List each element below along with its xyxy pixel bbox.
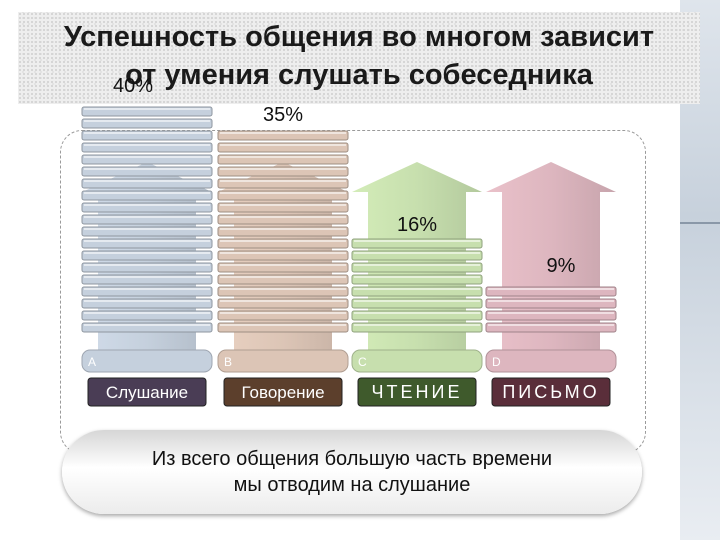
category-box-d	[491, 377, 611, 407]
letter-label-c: C	[358, 355, 367, 369]
caption-text: Из всего общения большую часть времени м…	[62, 446, 642, 498]
bar-slat-shine-c	[354, 312, 480, 314]
bar-slat-shine-a	[84, 276, 210, 278]
category-label-b: Говорение	[241, 383, 324, 402]
bar-slat-shine-b	[220, 228, 346, 230]
bar-slat-shine-a	[84, 108, 210, 110]
bar-slat-shine-a	[84, 300, 210, 302]
letter-label-d: D	[492, 355, 501, 369]
bar-slat-shine-a	[84, 132, 210, 134]
bar-slat-shine-a	[84, 312, 210, 314]
bar-slat-shine-c	[354, 264, 480, 266]
title-band	[18, 12, 700, 104]
page-title: Успешность общения во многом зависит от …	[18, 18, 700, 94]
letter-band-b	[217, 349, 349, 373]
bar-slat-shine-a	[84, 180, 210, 182]
category-box-a	[87, 377, 207, 407]
bar-slat-shine-c	[354, 300, 480, 302]
bar-slat-shine-b	[220, 264, 346, 266]
category-box-b	[223, 377, 343, 407]
bar-slat-shine-a	[84, 228, 210, 230]
bar-slat-shine-b	[220, 132, 346, 134]
letter-label-a: A	[88, 355, 96, 369]
value-label-d: 9%	[547, 255, 576, 277]
bar-slat-shine-a	[84, 192, 210, 194]
bar-slat-shine-c	[354, 252, 480, 254]
letter-label-b: B	[224, 355, 232, 369]
bar-slat-shine-c	[354, 288, 480, 290]
bar-slat-shine-b	[220, 288, 346, 290]
bar-slat-shine-a	[84, 120, 210, 122]
letter-band-c	[351, 349, 483, 373]
letter-band-d	[485, 349, 617, 373]
value-label-c: 16%	[397, 214, 437, 236]
bar-slat-shine-a	[84, 156, 210, 158]
bar-slat-shine-d	[488, 324, 614, 326]
background-divider	[680, 222, 720, 224]
caption-pill	[62, 430, 642, 514]
bar-slat-shine-c	[354, 240, 480, 242]
value-label-b: 35%	[263, 104, 303, 126]
bar-slat-shine-b	[220, 252, 346, 254]
bar-slat-shine-a	[84, 168, 210, 170]
value-label-a: 40%	[113, 75, 153, 97]
bar-slat-shine-b	[220, 204, 346, 206]
bar-slat-shine-b	[220, 300, 346, 302]
bar-slat-shine-b	[220, 156, 346, 158]
bar-slat-shine-a	[84, 324, 210, 326]
title-line-1: Успешность общения во многом зависит	[63, 21, 655, 53]
bar-slat-shine-b	[220, 168, 346, 170]
bar-slat-shine-b	[220, 180, 346, 182]
category-label-a: Слушание	[106, 383, 188, 402]
bar-slat-shine-a	[84, 216, 210, 218]
bar-slat-shine-d	[488, 312, 614, 314]
category-box-c	[357, 377, 477, 407]
bar-slat-shine-b	[220, 324, 346, 326]
caption-line-1: Из всего общения большую часть времени	[151, 448, 553, 470]
bar-slat-shine-b	[220, 216, 346, 218]
bar-slat-shine-c	[354, 324, 480, 326]
bar-slat-shine-c	[354, 276, 480, 278]
bar-slat-shine-a	[84, 264, 210, 266]
bar-slat-shine-a	[84, 204, 210, 206]
caption-line-2: мы отводим на слушание	[233, 474, 471, 496]
bar-slat-shine-a	[84, 240, 210, 242]
bar-slat-shine-d	[488, 300, 614, 302]
bar-slat-shine-a	[84, 288, 210, 290]
bar-slat-shine-b	[220, 276, 346, 278]
bar-slat-shine-b	[220, 192, 346, 194]
bar-slat-shine-d	[488, 288, 614, 290]
category-label-d: ПИСЬМО	[502, 382, 599, 402]
bar-slat-shine-b	[220, 240, 346, 242]
bar-slat-shine-b	[220, 312, 346, 314]
bar-slat-shine-a	[84, 144, 210, 146]
bar-slat-shine-b	[220, 144, 346, 146]
category-label-c: ЧТЕНИЕ	[372, 382, 463, 402]
title-line-2: от умения слушать собеседника	[125, 59, 593, 91]
letter-band-a	[81, 349, 213, 373]
bar-slat-shine-a	[84, 252, 210, 254]
